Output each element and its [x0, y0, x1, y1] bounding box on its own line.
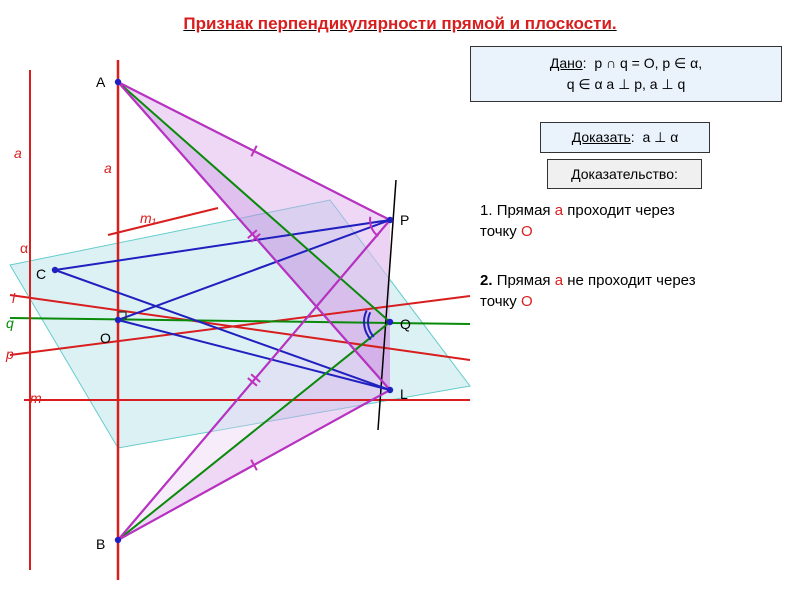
page-title: Признак перпендикулярности прямой и плос… — [0, 0, 800, 34]
label-m1: m₁ — [140, 210, 156, 226]
label-A: A — [96, 74, 105, 90]
label-B: B — [96, 536, 105, 552]
label-m: m — [30, 390, 42, 406]
label-l: l — [12, 290, 15, 306]
given-box: Дано: p ∩ q = O, p ∈ α, q ∈ α a ⊥ p, a ⊥… — [470, 46, 782, 102]
label-q: q — [6, 315, 14, 331]
label-C: C — [36, 266, 46, 282]
label-a: a — [14, 145, 22, 161]
label-p: p — [6, 346, 14, 362]
step-2: 2. Прямая a не проходит через точку O — [480, 270, 710, 312]
label-alpha: α — [20, 240, 28, 256]
label-P: P — [400, 212, 409, 228]
diagram-stage: A B C O P Q La a α qp l m m₁ — [0, 50, 480, 590]
label-Q: Q — [400, 316, 411, 332]
proof-label-box: Доказательство: — [547, 159, 702, 189]
label-O: O — [100, 330, 111, 346]
label-a2: a — [104, 160, 112, 176]
label-L: L — [400, 386, 408, 402]
step-1: 1. Прямая a проходит через точку O — [480, 200, 690, 242]
prove-box: Доказать: a ⊥ α — [540, 122, 710, 153]
